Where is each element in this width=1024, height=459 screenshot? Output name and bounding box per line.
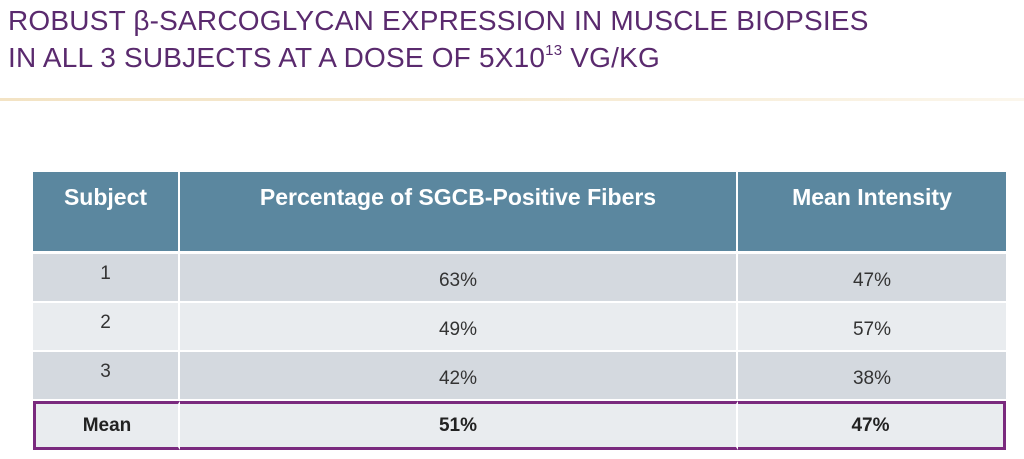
- mean-row: Mean 51% 47%: [33, 401, 1006, 450]
- cell-intensity: 47%: [738, 254, 1006, 303]
- header-intensity: Mean Intensity: [738, 172, 1006, 254]
- header-percentage: Percentage of SGCB-Positive Fibers: [180, 172, 738, 254]
- cell-subject: 3: [33, 352, 180, 401]
- cell-percentage: 63%: [180, 254, 738, 303]
- table-header-row: Subject Percentage of SGCB-Positive Fibe…: [33, 172, 1006, 254]
- cell-subject: 2: [33, 303, 180, 352]
- results-table: Subject Percentage of SGCB-Positive Fibe…: [33, 172, 1006, 450]
- cell-percentage: 49%: [180, 303, 738, 352]
- cell-intensity: 38%: [738, 352, 1006, 401]
- table-row: 3 42% 38%: [33, 352, 1006, 401]
- mean-percentage: 51%: [180, 401, 738, 450]
- table-row: 1 63% 47%: [33, 254, 1006, 303]
- cell-intensity: 57%: [738, 303, 1006, 352]
- cell-subject: 1: [33, 254, 180, 303]
- table-row: 2 49% 57%: [33, 303, 1006, 352]
- title-exponent: 13: [545, 42, 563, 59]
- mean-label: Mean: [33, 401, 180, 450]
- title-line-2-suffix: VG/KG: [562, 42, 660, 73]
- title-line-2-prefix: IN ALL 3 SUBJECTS AT A DOSE OF 5X10: [8, 42, 546, 73]
- header-subject: Subject: [33, 172, 180, 254]
- mean-intensity: 47%: [738, 401, 1006, 450]
- slide-title: ROBUST β-SARCOGLYCAN EXPRESSION IN MUSCL…: [8, 2, 1018, 76]
- title-line-2: IN ALL 3 SUBJECTS AT A DOSE OF 5X1013 VG…: [8, 39, 1018, 76]
- cell-percentage: 42%: [180, 352, 738, 401]
- title-divider: [0, 98, 1024, 101]
- title-line-1: ROBUST β-SARCOGLYCAN EXPRESSION IN MUSCL…: [8, 5, 869, 36]
